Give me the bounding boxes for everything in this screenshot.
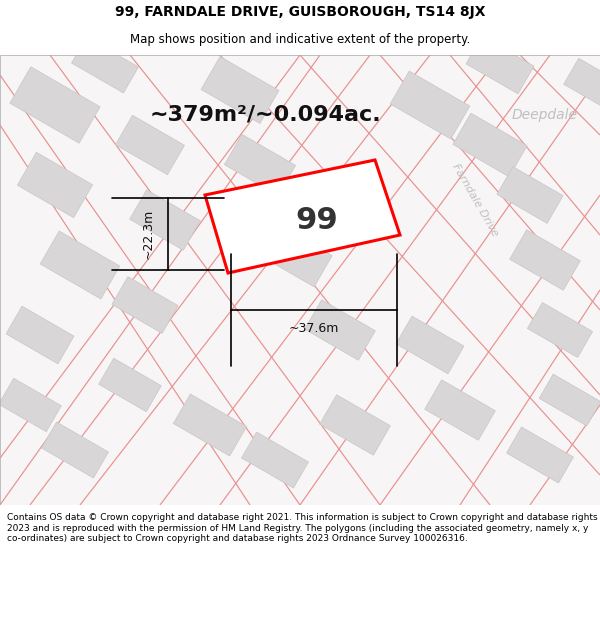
Text: ~22.3m: ~22.3m — [142, 209, 155, 259]
Polygon shape — [466, 36, 534, 94]
Polygon shape — [201, 56, 279, 124]
Polygon shape — [98, 358, 161, 412]
Polygon shape — [258, 223, 332, 287]
Text: 99: 99 — [296, 206, 338, 235]
Polygon shape — [509, 230, 580, 290]
Polygon shape — [116, 115, 184, 175]
Polygon shape — [130, 190, 200, 250]
Text: 99, FARNDALE DRIVE, GUISBOROUGH, TS14 8JX: 99, FARNDALE DRIVE, GUISBOROUGH, TS14 8J… — [115, 5, 485, 19]
Polygon shape — [17, 152, 92, 218]
Polygon shape — [71, 37, 139, 93]
Text: Farndale Drive: Farndale Drive — [450, 162, 500, 238]
Text: ~379m²/~0.094ac.: ~379m²/~0.094ac. — [149, 105, 381, 125]
Polygon shape — [320, 395, 391, 455]
Polygon shape — [425, 380, 496, 440]
Polygon shape — [205, 160, 400, 273]
Polygon shape — [539, 374, 600, 426]
Polygon shape — [506, 427, 574, 483]
Text: ~37.6m: ~37.6m — [289, 321, 339, 334]
Text: Contains OS data © Crown copyright and database right 2021. This information is : Contains OS data © Crown copyright and d… — [7, 513, 598, 543]
Polygon shape — [527, 302, 593, 358]
Polygon shape — [10, 67, 100, 143]
Text: Deepdale: Deepdale — [512, 108, 578, 122]
Polygon shape — [0, 378, 61, 432]
Polygon shape — [40, 231, 120, 299]
Polygon shape — [224, 134, 296, 196]
Polygon shape — [497, 167, 563, 223]
Polygon shape — [112, 277, 178, 333]
Text: Map shows position and indicative extent of the property.: Map shows position and indicative extent… — [130, 33, 470, 46]
Polygon shape — [396, 316, 464, 374]
Polygon shape — [41, 422, 109, 478]
Polygon shape — [242, 432, 308, 488]
Polygon shape — [305, 300, 376, 360]
Polygon shape — [6, 306, 74, 364]
Polygon shape — [173, 394, 247, 456]
Polygon shape — [390, 71, 470, 139]
Polygon shape — [563, 58, 600, 112]
Polygon shape — [453, 113, 527, 177]
